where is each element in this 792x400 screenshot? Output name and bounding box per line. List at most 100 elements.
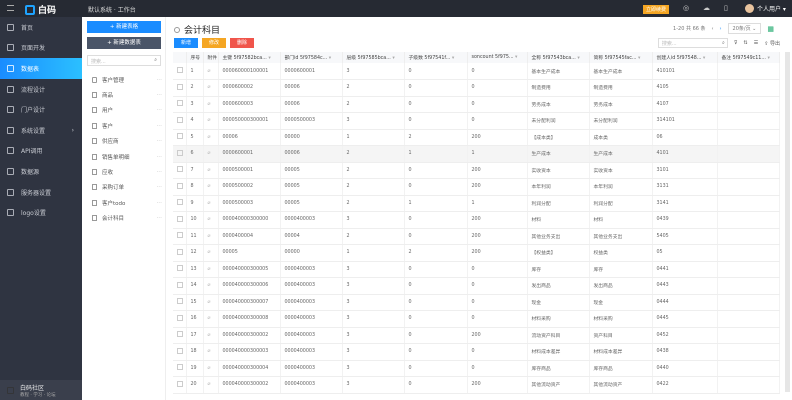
- table-row[interactable]: 19 ⌀ 000040000300004 0000400003 3 0 0 库存商品 库存商品 0…: [173, 360, 780, 377]
- row-checkbox[interactable]: [177, 314, 183, 321]
- new-table-button[interactable]: + 新建表格: [87, 21, 161, 33]
- sidebar-item[interactable]: logo设置: [0, 202, 82, 223]
- more-icon[interactable]: ⋯: [156, 107, 163, 114]
- tree-item[interactable]: 会计科目 ⋯: [82, 211, 166, 226]
- table-row[interactable]: 16 ⌀ 000040000300008 0000400003 3 0 0 材料采购 材料采购 0…: [173, 310, 780, 328]
- prev-page-icon[interactable]: ‹: [711, 25, 714, 32]
- sidebar-item[interactable]: 系统设置 ›: [0, 120, 82, 141]
- column-header[interactable]: 创建人id 5f97548... ▾: [652, 52, 718, 63]
- row-checkbox[interactable]: [177, 298, 183, 305]
- sidebar-item[interactable]: 首页: [0, 17, 82, 38]
- edit-button[interactable]: 修改: [202, 38, 226, 48]
- table-row[interactable]: 10 ⌀ 000040000300000 0000400003 3 0 200 材料 材料 043…: [173, 211, 780, 229]
- row-checkbox[interactable]: [177, 116, 183, 123]
- system-name[interactable]: 默认系统 · 工作台: [88, 7, 136, 14]
- table-row[interactable]: 5 ⌀ 00006 00000 1 2 200 【成本类】 成本类 06: [173, 129, 780, 146]
- table-row[interactable]: 17 ⌀ 000040000300002 0000400003 3 0 200 流动资产科目资…: [173, 327, 780, 344]
- more-icon[interactable]: ⋯: [156, 122, 163, 129]
- row-checkbox[interactable]: [177, 364, 183, 371]
- row-checkbox[interactable]: [177, 281, 183, 288]
- row-checkbox[interactable]: [177, 331, 183, 338]
- row-checkbox[interactable]: [177, 166, 183, 173]
- row-checkbox[interactable]: [177, 232, 183, 239]
- sidebar-item[interactable]: API调用: [0, 141, 82, 162]
- attachment-icon[interactable]: ⌀: [207, 250, 211, 256]
- row-checkbox[interactable]: [177, 83, 183, 90]
- user-menu[interactable]: 个人用户 ▾: [745, 4, 786, 13]
- column-header[interactable]: 全称 5f97543bca... ▾: [527, 52, 590, 63]
- tree-item[interactable]: 供应商 ⋯: [82, 134, 166, 149]
- community-link[interactable]: 白码社区 教程 · 学习 · 论坛: [0, 380, 82, 400]
- more-icon[interactable]: ⋯: [156, 138, 163, 145]
- row-checkbox[interactable]: [177, 380, 183, 387]
- column-header[interactable]: 层级 5f97585bca... ▾: [342, 52, 405, 63]
- sort-caret-icon[interactable]: ▾: [266, 56, 271, 61]
- sidebar-item[interactable]: 数据表: [0, 58, 82, 79]
- more-icon[interactable]: ⋯: [156, 215, 163, 222]
- table-row[interactable]: 15 ⌀ 000040000300007 0000400003 3 0 0 现金 现金 0444: [173, 294, 780, 311]
- table-row[interactable]: 20 ⌀ 000040000300002 0000400003 3 0 200 其他流动资产其…: [173, 376, 780, 394]
- sort-caret-icon[interactable]: ▾: [450, 56, 455, 61]
- delete-button[interactable]: 删除: [230, 38, 254, 48]
- attachment-icon[interactable]: ⌀: [207, 266, 211, 272]
- table-row[interactable]: 7 ⌀ 0000500001 00005 2 0 200 实收资本 实收资本 3101: [173, 162, 780, 179]
- column-header[interactable]: 附件: [203, 52, 219, 63]
- more-icon[interactable]: ⋯: [156, 153, 163, 160]
- table-search-input[interactable]: 搜索... ⌕: [657, 38, 728, 48]
- table-row[interactable]: 13 ⌀ 000040000300005 0000400003 3 0 0 库存 库存 0441: [173, 261, 780, 278]
- column-header[interactable]: 部门id 5f97584c... ▾: [280, 52, 343, 63]
- search-icon[interactable]: ⌕: [722, 40, 725, 46]
- sort-caret-icon[interactable]: ▾: [575, 56, 580, 61]
- row-checkbox[interactable]: [177, 149, 183, 156]
- tree-search-input[interactable]: 搜索... ⌕: [87, 55, 161, 66]
- tree-item[interactable]: 客户管理 ⋯: [82, 72, 166, 87]
- attachment-icon[interactable]: ⌀: [207, 68, 211, 74]
- row-checkbox[interactable]: [177, 265, 183, 272]
- attachment-icon[interactable]: ⌀: [207, 167, 211, 173]
- sort-caret-icon[interactable]: ▾: [636, 56, 641, 61]
- table-row[interactable]: 18 ⌀ 000040000300003 0000400003 3 0 0 材料成本差异 材料成…: [173, 343, 780, 361]
- table-row[interactable]: 14 ⌀ 000040000300006 0000400003 3 0 0 发出商品 发出商品 0…: [173, 277, 780, 295]
- row-checkbox[interactable]: [177, 248, 183, 255]
- attachment-icon[interactable]: ⌀: [207, 101, 211, 107]
- more-icon[interactable]: ⋯: [156, 184, 163, 191]
- sidebar-item[interactable]: 流程设计: [0, 79, 82, 100]
- tree-item[interactable]: 采购订单 ⋯: [82, 180, 166, 195]
- help-icon[interactable]: ◎: [683, 4, 690, 12]
- table-row[interactable]: 11 ⌀ 0000400004 00004 2 0 200 其他业务支出 其他业务支出 5405: [173, 228, 780, 245]
- book-icon[interactable]: ▯: [724, 4, 728, 12]
- attachment-icon[interactable]: ⌀: [207, 118, 211, 124]
- attachment-icon[interactable]: ⌀: [207, 134, 211, 140]
- sort-caret-icon[interactable]: ▾: [390, 56, 395, 61]
- menu-icon[interactable]: [7, 5, 14, 11]
- sidebar-item[interactable]: 门户设计: [0, 99, 82, 120]
- column-header[interactable]: 序号: [186, 52, 204, 63]
- column-header[interactable]: soncount 5f975... ▾: [467, 52, 528, 63]
- grid-view-icon[interactable]: ▦: [767, 24, 774, 33]
- tree-item[interactable]: 客户todo ⋯: [82, 195, 166, 210]
- table-row[interactable]: 2 ⌀ 0000600002 00006 2 0 0 制造费用 制造费用 4105: [173, 79, 780, 97]
- sort-caret-icon[interactable]: ▾: [513, 55, 518, 60]
- attachment-icon[interactable]: ⌀: [207, 283, 211, 289]
- attachment-icon[interactable]: ⌀: [207, 299, 211, 305]
- attachment-icon[interactable]: ⌀: [207, 349, 211, 355]
- attachment-icon[interactable]: ⌀: [207, 85, 211, 91]
- row-checkbox[interactable]: [177, 67, 183, 73]
- tree-item[interactable]: 用户 ⋯: [82, 103, 166, 118]
- more-icon[interactable]: ⋯: [156, 76, 163, 83]
- row-checkbox[interactable]: [177, 199, 183, 206]
- page-size-select[interactable]: 20条/页 ⌄: [727, 23, 762, 34]
- tree-item[interactable]: 客户 ⋯: [82, 118, 166, 133]
- column-header[interactable]: 主键 5f97582bca... ▾: [218, 52, 281, 63]
- table-row[interactable]: 3 ⌀ 0000600003 00006 2 0 0 劳务成本 劳务成本 4107: [173, 96, 780, 113]
- sort-icon[interactable]: ⇅: [743, 40, 748, 46]
- vertical-scrollbar[interactable]: [785, 52, 790, 392]
- more-icon[interactable]: ⋯: [156, 199, 163, 206]
- more-icon[interactable]: ⋯: [156, 169, 163, 176]
- search-icon[interactable]: ⌕: [154, 57, 157, 63]
- more-icon[interactable]: ⋯: [156, 92, 163, 99]
- sidebar-item[interactable]: 数据源: [0, 161, 82, 182]
- row-checkbox[interactable]: [177, 100, 183, 107]
- new-folder-button[interactable]: + 新建数据表: [87, 37, 161, 49]
- row-checkbox[interactable]: [177, 133, 183, 140]
